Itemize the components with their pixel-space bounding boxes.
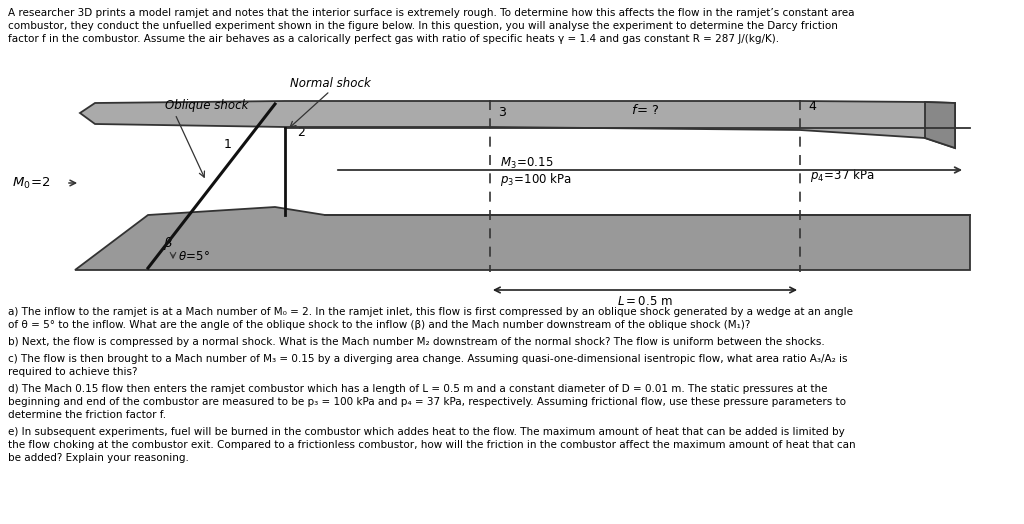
Polygon shape	[925, 102, 955, 148]
Text: $M_0\!=\!2$: $M_0\!=\!2$	[12, 176, 51, 191]
Text: A researcher 3D prints a model ramjet and notes that the interior surface is ext: A researcher 3D prints a model ramjet an…	[8, 8, 854, 18]
Text: c) The flow is then brought to a Mach number of M₃ = 0.15 by a diverging area ch: c) The flow is then brought to a Mach nu…	[8, 354, 848, 364]
Text: b) Next, the flow is compressed by a normal shock. What is the Mach number M₂ do: b) Next, the flow is compressed by a nor…	[8, 337, 824, 347]
Text: determine the friction factor f.: determine the friction factor f.	[8, 410, 166, 420]
Text: of θ = 5° to the inflow. What are the angle of the oblique shock to the inflow (: of θ = 5° to the inflow. What are the an…	[8, 320, 751, 330]
Polygon shape	[80, 101, 955, 148]
Text: factor f in the combustor. Assume the air behaves as a calorically perfect gas w: factor f in the combustor. Assume the ai…	[8, 34, 779, 44]
Text: Normal shock: Normal shock	[290, 77, 371, 90]
Text: d) The Mach 0.15 flow then enters the ramjet combustor which has a length of L =: d) The Mach 0.15 flow then enters the ra…	[8, 384, 827, 394]
Text: 3: 3	[498, 105, 506, 118]
Text: e) In subsequent experiments, fuel will be burned in the combustor which addes h: e) In subsequent experiments, fuel will …	[8, 427, 845, 437]
Text: required to achieve this?: required to achieve this?	[8, 367, 137, 377]
Text: 2: 2	[297, 126, 305, 139]
Polygon shape	[75, 207, 970, 270]
Text: be added? Explain your reasoning.: be added? Explain your reasoning.	[8, 453, 188, 463]
Text: $\beta$: $\beta$	[163, 235, 173, 252]
Text: $M_3\!=\!0.15$: $M_3\!=\!0.15$	[500, 156, 553, 170]
Text: combustor, they conduct the unfuelled experiment shown in the figure below. In t: combustor, they conduct the unfuelled ex…	[8, 21, 838, 31]
Text: the flow choking at the combustor exit. Compared to a frictionless combustor, ho: the flow choking at the combustor exit. …	[8, 440, 856, 450]
Text: 1: 1	[224, 138, 232, 151]
Text: $\theta\!=\!5°$: $\theta\!=\!5°$	[178, 250, 210, 264]
Text: $p_4\!=\!37\ \mathrm{kPa}$: $p_4\!=\!37\ \mathrm{kPa}$	[810, 167, 874, 183]
Text: 4: 4	[808, 101, 816, 114]
Text: $f\!=\,?$: $f\!=\,?$	[631, 103, 659, 117]
Text: Oblique shock: Oblique shock	[165, 99, 249, 112]
Text: $p_3\!=\!100\ \mathrm{kPa}$: $p_3\!=\!100\ \mathrm{kPa}$	[500, 171, 572, 189]
Text: beginning and end of the combustor are measured to be p₃ = 100 kPa and p₄ = 37 k: beginning and end of the combustor are m…	[8, 397, 846, 407]
Text: a) The inflow to the ramjet is at a Mach number of M₀ = 2. In the ramjet inlet, : a) The inflow to the ramjet is at a Mach…	[8, 307, 853, 317]
Text: $L=0.5\ \mathrm{m}$: $L=0.5\ \mathrm{m}$	[617, 295, 673, 308]
